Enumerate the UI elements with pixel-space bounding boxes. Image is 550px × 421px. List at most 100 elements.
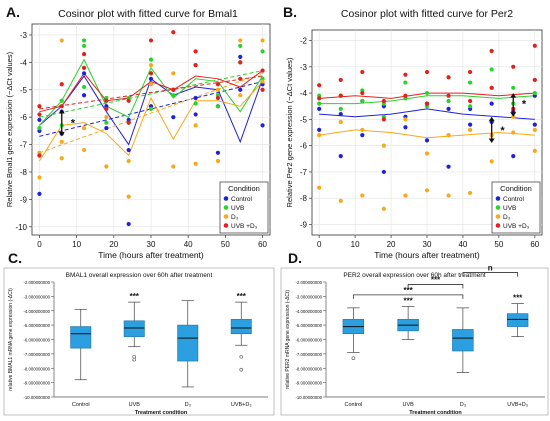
data-point <box>215 87 221 92</box>
data-point <box>317 101 322 106</box>
y-tick-label: -3 <box>300 63 308 72</box>
bracket-label: *** <box>431 275 441 284</box>
data-point <box>317 185 322 190</box>
legend-title: Condition <box>500 184 532 193</box>
panel-label-b: B. <box>283 4 297 20</box>
data-point <box>81 71 87 76</box>
y-tick-label: -3.000000000 <box>295 294 322 299</box>
x-tick-label: 60 <box>530 240 539 249</box>
data-point <box>468 80 473 85</box>
data-point <box>360 133 365 138</box>
legend-entry: UVB <box>231 205 244 212</box>
data-point <box>81 43 87 49</box>
data-point <box>446 106 451 111</box>
data-point <box>424 101 430 106</box>
data-point <box>81 147 87 153</box>
data-point <box>403 93 408 98</box>
data-point <box>360 69 365 75</box>
data-point <box>81 84 87 90</box>
significance-label: *** <box>513 294 523 303</box>
data-point <box>446 75 451 80</box>
data-point <box>381 143 386 148</box>
data-point <box>424 138 430 143</box>
y-tick-label: -8.000000000 <box>295 366 322 371</box>
data-point <box>360 127 365 132</box>
data-point <box>81 38 87 43</box>
data-point <box>59 156 64 161</box>
data-point <box>37 112 42 117</box>
x-axis-label: Treatment condition <box>135 410 188 416</box>
data-point <box>424 151 430 156</box>
data-point <box>81 126 87 131</box>
y-tick-label: -3 <box>20 31 28 40</box>
data-point <box>424 90 430 96</box>
data-point <box>317 83 322 88</box>
data-point <box>511 85 516 90</box>
data-point <box>193 123 198 128</box>
y-axis-label: relative BMAL1 mRNA gene expression (-ΔC… <box>8 288 14 391</box>
data-point <box>338 106 343 111</box>
data-point <box>171 87 176 92</box>
data-point <box>338 93 343 98</box>
y-tick-label: -8 <box>20 168 28 177</box>
outlier-point <box>239 367 244 372</box>
chart-title: BMAL1 overall expression over 60h after … <box>66 272 213 279</box>
data-point <box>104 115 109 120</box>
panel-frame <box>3 267 275 416</box>
y-tick-label: -6 <box>300 142 308 151</box>
data-point <box>381 206 386 211</box>
data-point <box>148 82 154 87</box>
arrow-head <box>510 93 517 98</box>
data-point <box>260 79 265 84</box>
significance-star: * <box>500 125 505 137</box>
y-tick-label: -7 <box>20 141 28 150</box>
y-tick-label: -8.000000000 <box>23 366 50 371</box>
data-point <box>403 193 408 198</box>
data-point <box>171 71 176 76</box>
cosinor-curve <box>39 70 263 113</box>
x-tick-label: UVB <box>402 402 414 408</box>
data-point <box>260 68 265 73</box>
box <box>506 313 529 327</box>
legend-entry: UVB +D₃ <box>503 223 530 230</box>
data-point <box>126 98 131 103</box>
x-tick-label: 40 <box>458 240 467 249</box>
data-point <box>360 193 365 198</box>
data-point <box>171 115 176 120</box>
data-point <box>532 148 537 153</box>
y-tick-label: -4.000000000 <box>295 309 322 314</box>
panel-label-a: A. <box>6 4 20 20</box>
data-point <box>126 194 131 199</box>
x-tick-label: D₃ <box>460 402 466 408</box>
chart-title: Cosinor plot with fitted curve for Per2 <box>341 8 513 20</box>
y-tick-label: -6.000000000 <box>23 338 50 343</box>
significance-label: *** <box>130 292 140 301</box>
x-tick-label: 50 <box>494 240 503 249</box>
x-axis-label: Time (hours after treatment) <box>374 250 480 260</box>
data-point <box>511 154 516 159</box>
legend-marker <box>223 196 229 201</box>
data-point <box>148 76 154 81</box>
data-point <box>59 38 64 43</box>
x-tick-label: 20 <box>387 240 396 249</box>
data-point <box>317 127 322 132</box>
y-tick-label: -6.000000000 <box>295 338 322 343</box>
data-point <box>317 96 322 101</box>
data-point <box>338 154 343 159</box>
data-point <box>171 164 176 169</box>
data-point <box>37 117 42 123</box>
data-point <box>238 76 243 81</box>
x-tick-label: Control <box>72 402 90 408</box>
chart-title: Cosinor plot with fitted curve for Bmal1 <box>58 8 238 20</box>
data-point <box>193 112 198 117</box>
data-point <box>489 85 494 90</box>
y-tick-label: -7.000000000 <box>295 352 322 357</box>
data-point <box>532 77 537 83</box>
fit-line <box>39 70 263 118</box>
y-tick-label: -2.000000000 <box>23 280 50 285</box>
y-tick-label: -5 <box>300 115 308 124</box>
data-point <box>468 104 473 109</box>
panel-label-c: C. <box>8 250 22 266</box>
y-tick-label: -4 <box>300 89 308 98</box>
data-point <box>148 38 154 43</box>
